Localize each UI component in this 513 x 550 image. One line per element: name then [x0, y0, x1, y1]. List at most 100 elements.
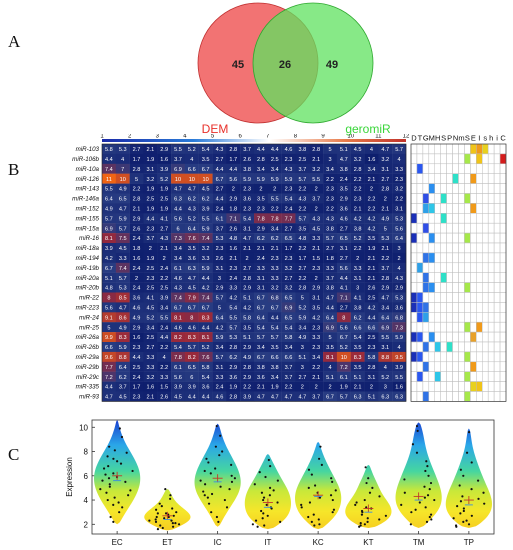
annotation-cell: [416, 252, 424, 264]
x-tick-label: EC: [112, 538, 123, 547]
heatmap-cell-value: 4.3: [160, 236, 168, 242]
heatmap-cell: [212, 302, 227, 313]
heatmap-cell: [184, 173, 199, 184]
annotation-cell: [410, 371, 418, 382]
annotation-cell: [446, 232, 453, 244]
heatmap-row-label: miR-103: [76, 146, 100, 153]
heatmap-cell: [102, 342, 117, 353]
data-point: [219, 485, 222, 488]
data-point: [462, 520, 465, 523]
heatmap-cell-value: 4.4: [216, 167, 224, 173]
heatmap-cell-value: 4.7: [257, 395, 265, 401]
annotation-cell: [487, 302, 495, 313]
annotation-cell: [464, 222, 471, 234]
heatmap-cell-value: 1.6: [160, 157, 168, 163]
heatmap-cell: [364, 183, 379, 194]
heatmap-cell-value: 2.2: [368, 197, 376, 203]
scale-tick: 11: [375, 134, 382, 140]
annotation-cell: [434, 381, 441, 392]
annotation-cell: [499, 193, 507, 204]
heatmap-cell: [350, 144, 365, 155]
heatmap-cell: [323, 302, 338, 313]
heatmap-cell-value: 6.6: [271, 355, 279, 361]
heatmap-cell: [392, 312, 407, 323]
annotation-cell: [422, 321, 430, 333]
data-point: [330, 477, 333, 480]
heatmap-cell: [392, 203, 407, 214]
heatmap-cell-value: 5.2: [381, 375, 389, 381]
heatmap-cell-value: 6.7: [326, 395, 334, 401]
heatmap-cell-value: 4.8: [105, 286, 113, 292]
heatmap-cell-value: 5.3: [381, 236, 389, 242]
heatmap-cell: [157, 144, 172, 155]
heatmap-cell-value: 3.4: [174, 256, 182, 262]
heatmap-cell-value: 2.3: [312, 345, 320, 351]
heatmap-cell-value: 6.9: [174, 167, 182, 173]
data-point: [270, 507, 273, 510]
data-point: [482, 491, 485, 494]
heatmap-cell-value: 2.5: [146, 335, 154, 341]
annotation-cell: [493, 292, 501, 303]
annotation-cell: [434, 282, 441, 293]
heatmap-cell-value: 6.6: [354, 325, 362, 331]
annotation-cell: [476, 262, 483, 273]
heatmap-cell: [309, 223, 324, 234]
data-point: [219, 434, 222, 437]
heatmap-cell: [364, 361, 379, 372]
annotation-cell: [487, 341, 495, 353]
data-point: [164, 488, 167, 491]
heatmap-cell: [115, 312, 130, 323]
annotation-cell: [458, 242, 465, 254]
heatmap-cell-value: 2: [259, 187, 262, 193]
heatmap-cell: [115, 381, 130, 392]
data-point: [206, 496, 209, 499]
annotation-header: N: [453, 134, 458, 143]
heatmap-cell: [350, 332, 365, 343]
data-point: [225, 506, 229, 509]
heatmap-cell: [336, 312, 351, 323]
annotation-cell: [458, 272, 465, 283]
heatmap-cell: [378, 272, 393, 283]
annotation-cell: [470, 381, 477, 392]
heatmap-cell-value: 3.8: [243, 167, 251, 173]
heatmap-cell: [295, 243, 310, 254]
heatmap-cell: [102, 371, 117, 382]
data-point: [106, 498, 109, 502]
heatmap-cell-value: 2.5: [133, 365, 141, 371]
heatmap-cell-value: 2.7: [298, 266, 306, 272]
annotation-cell: [458, 262, 465, 273]
heatmap-cell: [364, 332, 379, 343]
annotation-cell: [482, 262, 489, 273]
heatmap-cell: [295, 282, 310, 293]
heatmap-cell-value: 2.3: [354, 197, 362, 203]
heatmap-cell: [198, 342, 213, 353]
heatmap-cell-value: 4.7: [105, 395, 113, 401]
annotation-cell: [458, 203, 465, 214]
heatmap-cell-value: 2.2: [326, 207, 334, 213]
heatmap-cell-value: 2.1: [354, 207, 362, 213]
heatmap-cell: [323, 282, 338, 293]
heatmap-cell: [267, 173, 282, 184]
heatmap-cell-value: 6.7: [271, 306, 279, 312]
x-tick-label: IC: [214, 538, 222, 547]
annotation-cell: [416, 292, 424, 303]
heatmap-cell-value: 3: [328, 157, 331, 163]
heatmap-cell: [129, 371, 144, 382]
annotation-cell: [428, 272, 435, 283]
data-point: [265, 503, 268, 506]
heatmap-cell-value: 3.1: [312, 296, 320, 302]
heatmap-cell: [212, 272, 227, 283]
heatmap-cell-value: 8.2: [174, 335, 182, 341]
heatmap-cell-value: 5: [384, 226, 387, 232]
annotation-cell: [482, 252, 489, 264]
heatmap-cell: [336, 262, 351, 273]
heatmap-cell-value: 2: [135, 276, 138, 282]
data-point: [170, 519, 173, 522]
heatmap-cell-value: 6.7: [105, 266, 113, 272]
heatmap-cell-value: 3.3: [257, 266, 265, 272]
heatmap-cell-value: 6.5: [285, 315, 293, 321]
annotation-cell: [440, 282, 447, 293]
heatmap-cell-value: 3.1: [243, 226, 251, 232]
annotation-cell: [499, 213, 507, 224]
